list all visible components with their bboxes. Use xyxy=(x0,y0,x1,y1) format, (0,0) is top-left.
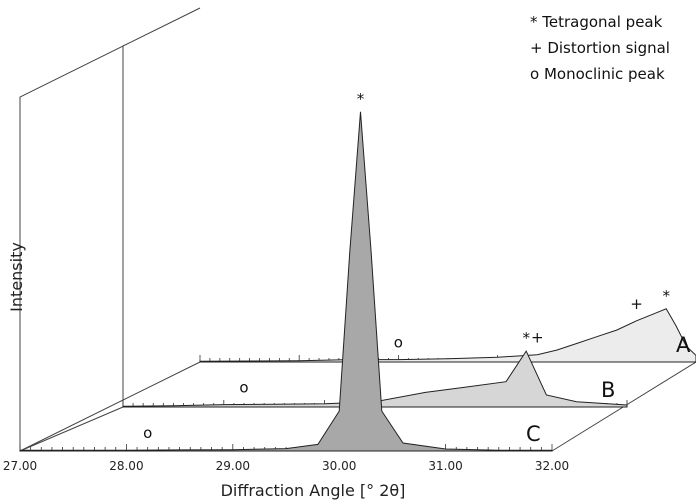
back-wall xyxy=(19,45,124,452)
series-c: o * C xyxy=(19,90,553,452)
series-area-b xyxy=(122,350,628,408)
peak-marker: o xyxy=(143,424,152,442)
x-tick-label: 29.00 xyxy=(216,459,250,473)
peak-marker: + xyxy=(531,329,544,347)
series-label-a: A xyxy=(676,333,691,357)
series-label-b: B xyxy=(601,378,615,402)
floor-edge-left xyxy=(19,361,201,452)
x-tick-label: 32.00 xyxy=(535,459,569,473)
peak-marker: + xyxy=(630,295,643,313)
wall-top-edge xyxy=(122,7,201,47)
series-label-c: C xyxy=(526,422,541,446)
legend-item-distortion: + Distortion signal xyxy=(530,39,670,57)
peak-marker: * xyxy=(357,90,365,108)
legend-item-monoclinic: o Monoclinic peak xyxy=(530,65,665,83)
x-tick-label: 28.00 xyxy=(109,459,143,473)
x-tick-label: 27.00 xyxy=(3,459,37,473)
peak-marker: o xyxy=(239,378,248,396)
x-tick-label: 30.00 xyxy=(322,459,356,473)
x-tick-label: 31.00 xyxy=(428,459,462,473)
peak-marker: o xyxy=(394,334,403,352)
series-area-c xyxy=(19,111,553,452)
legend: * Tetragonal peak + Distortion signal o … xyxy=(530,13,670,83)
series-layer: o ++ *Ao*Bo*C xyxy=(19,90,696,452)
peak-marker: * xyxy=(522,329,530,347)
y-axis-title: Intensity xyxy=(7,242,26,312)
series-a: o ++ *A xyxy=(199,287,696,363)
series-area-a xyxy=(199,308,696,363)
peak-marker: * xyxy=(662,287,670,305)
x-axis-title: Diffraction Angle [° 2θ] xyxy=(221,481,406,500)
x-axis: 27.00 28.00 29.00 30.00 31.00 32.00 xyxy=(3,459,569,473)
legend-item-tetragonal: * Tetragonal peak xyxy=(530,13,663,31)
